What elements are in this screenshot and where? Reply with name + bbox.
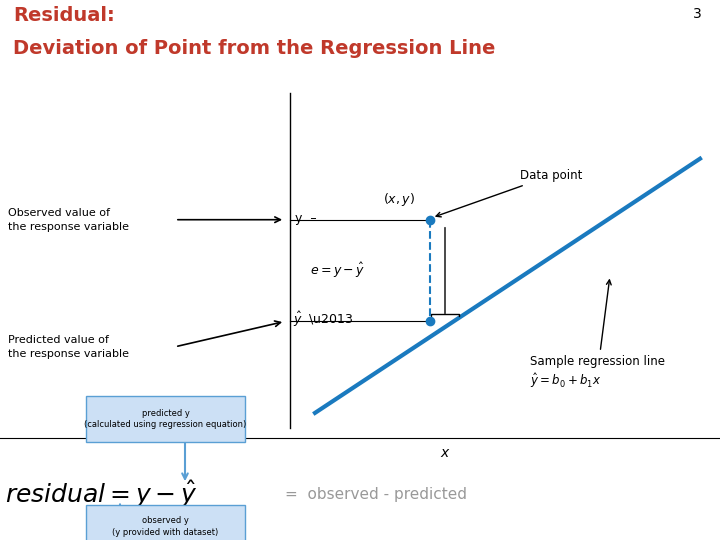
FancyBboxPatch shape [86,505,245,540]
Text: Predicted value of
the response variable: Predicted value of the response variable [8,335,129,359]
Text: $\hat{y}$  \u2013: $\hat{y}$ \u2013 [293,310,354,329]
Text: $(x, y)$: $(x, y)$ [383,191,415,207]
Text: x: x [440,447,449,461]
Text: $residual = y - \hat{y}$: $residual = y - \hat{y}$ [5,478,198,510]
Text: 3: 3 [693,8,702,22]
Text: predicted y
(calculated using regression equation): predicted y (calculated using regression… [84,409,247,429]
FancyBboxPatch shape [86,396,245,442]
Text: Observed value of
the response variable: Observed value of the response variable [8,208,129,232]
Text: Residual:: Residual: [13,6,114,25]
Text: Deviation of Point from the Regression Line: Deviation of Point from the Regression L… [13,38,495,57]
Text: y  –: y – [295,212,317,225]
Text: Sample regression line
$\hat{y} = b_0 + b_1x$: Sample regression line $\hat{y} = b_0 + … [530,280,665,390]
Text: =  observed - predicted: = observed - predicted [285,487,467,502]
Text: observed y
(y provided with dataset): observed y (y provided with dataset) [112,516,219,537]
Text: $e = y - \hat{y}$: $e = y - \hat{y}$ [310,261,365,280]
Text: Data point: Data point [436,169,582,217]
